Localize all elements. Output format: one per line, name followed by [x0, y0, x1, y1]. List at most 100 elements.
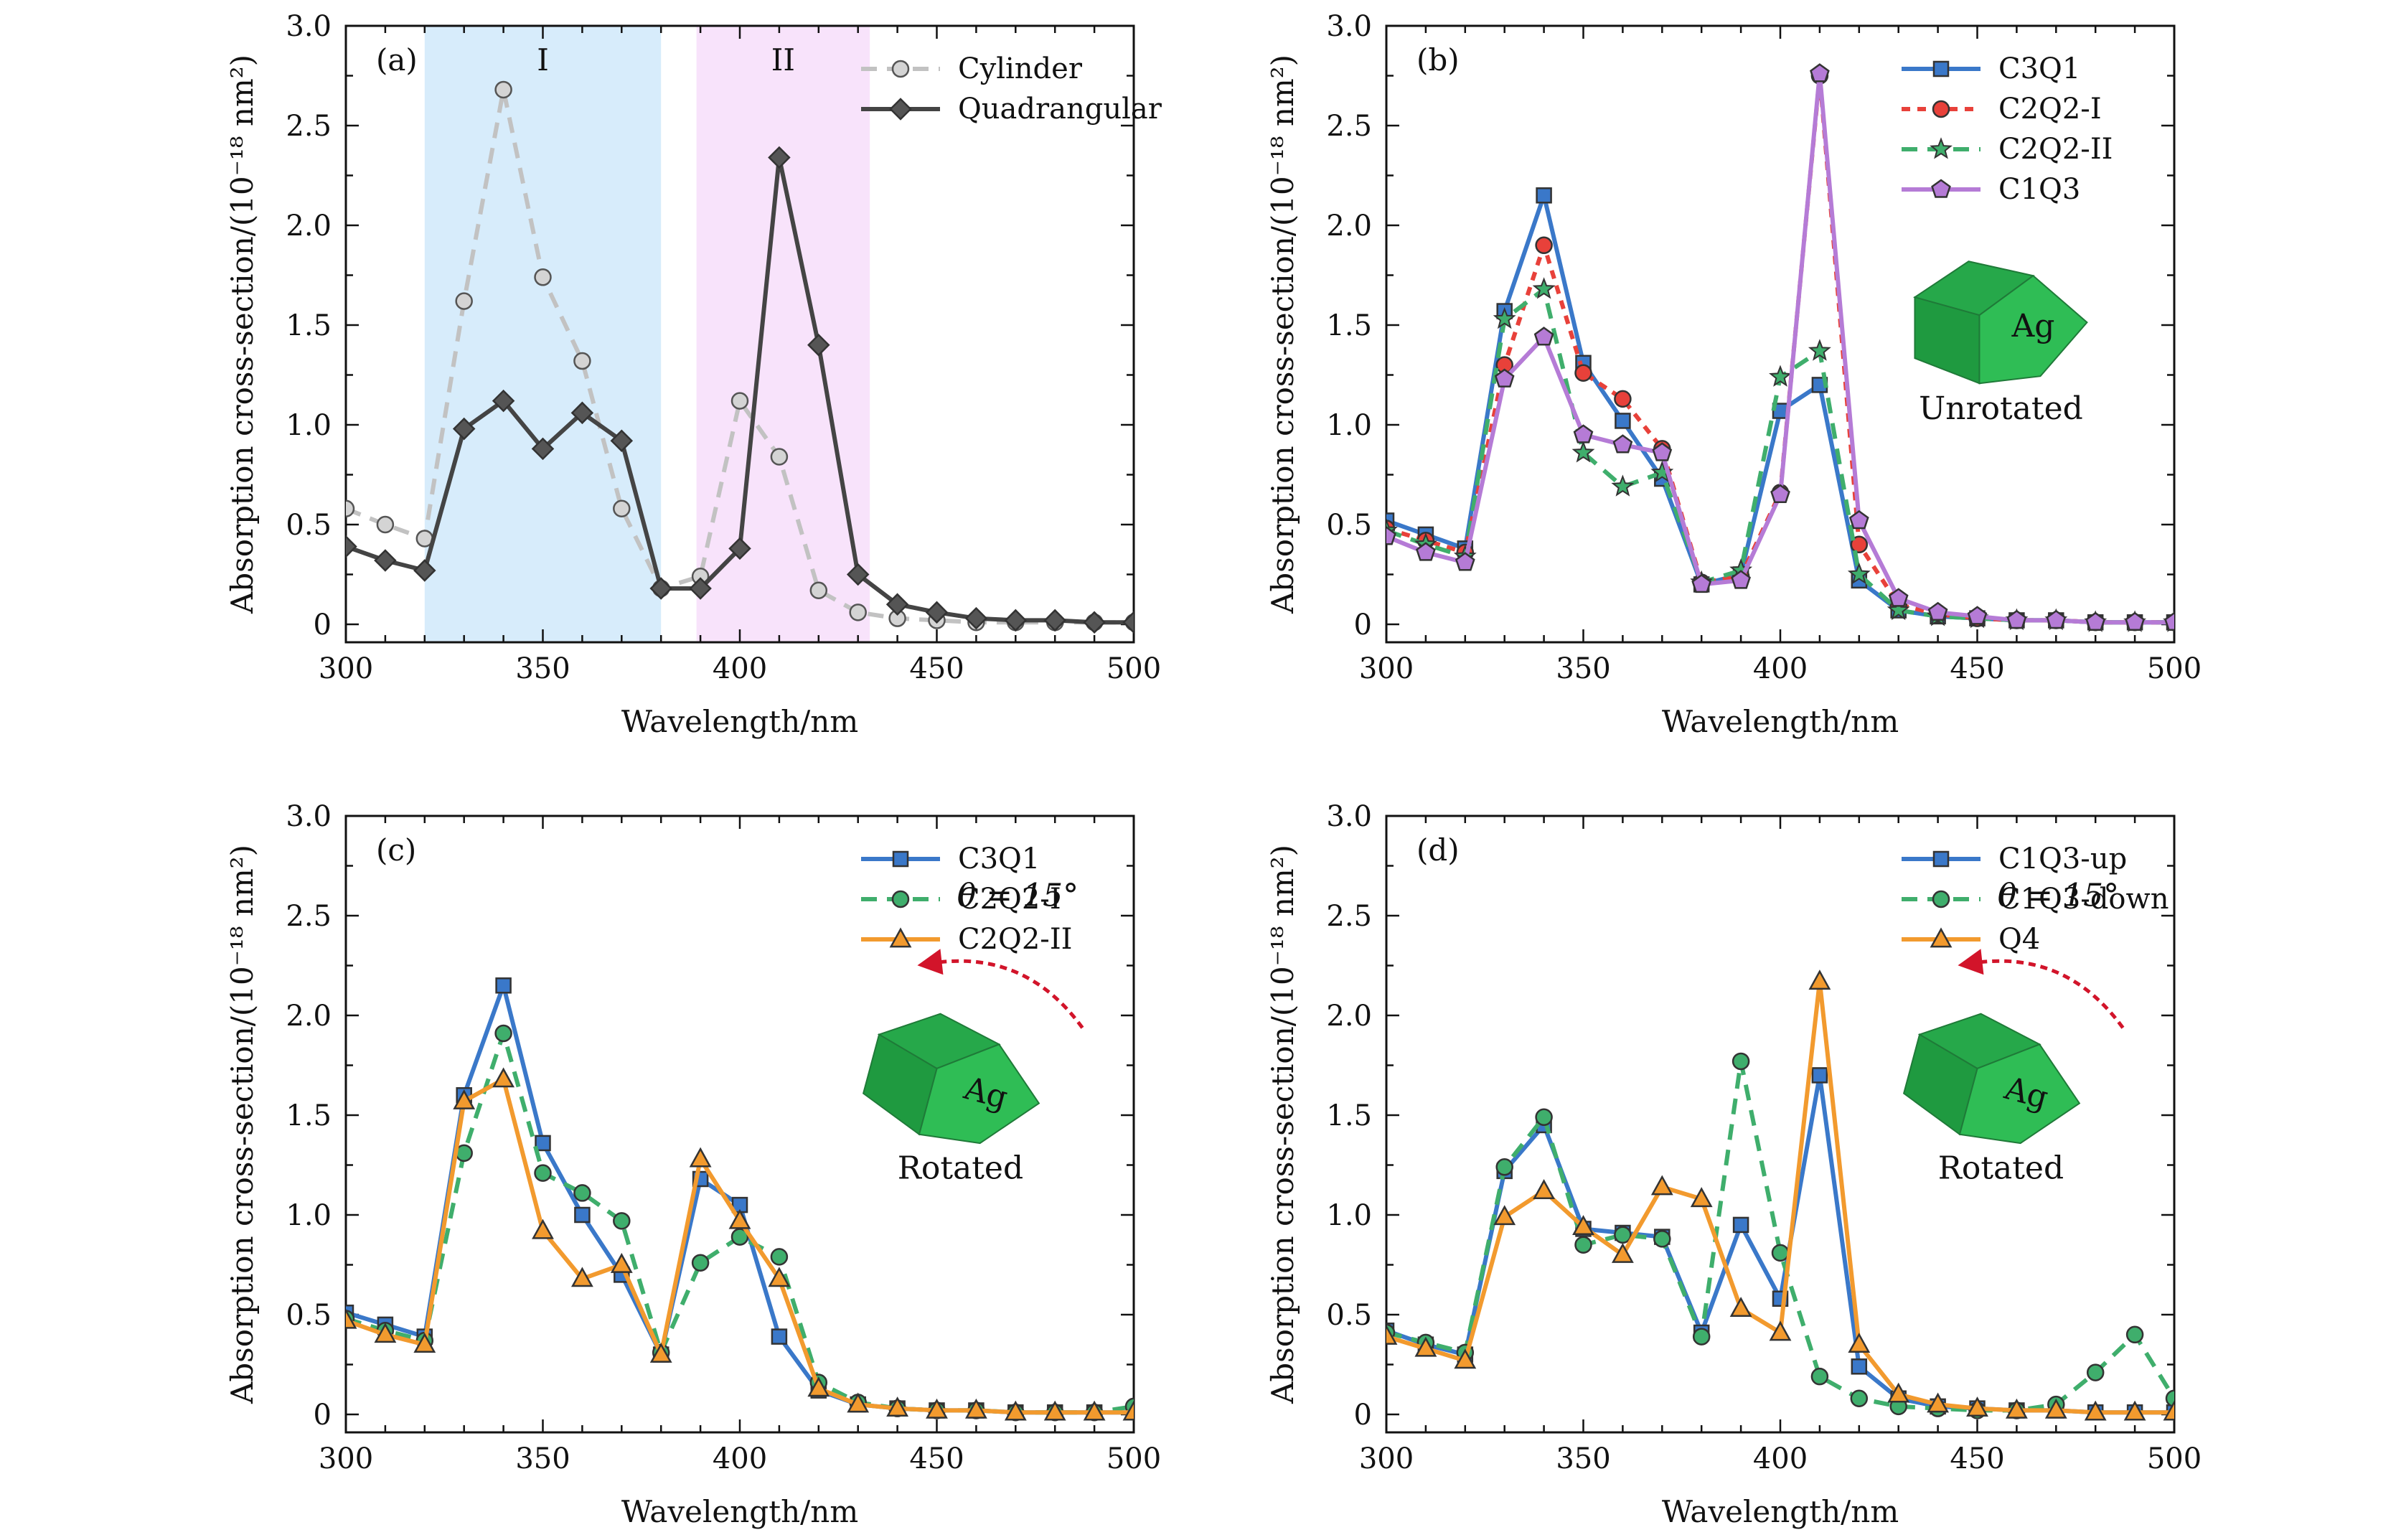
data-point	[770, 448, 789, 466]
data-point	[849, 604, 867, 621]
data-point	[925, 601, 949, 624]
data-point	[2164, 611, 2174, 631]
data-point	[1850, 535, 1869, 554]
data-point	[1731, 570, 1751, 589]
data-point	[768, 1267, 791, 1287]
data-point	[1386, 526, 1396, 545]
series-layer	[346, 80, 1134, 634]
rotation-arrow-head	[1958, 949, 1984, 975]
data-point	[1386, 1324, 1398, 1345]
data-point	[1692, 1328, 1711, 1346]
legend: C3Q1 C2Q2-I C2Q2-II	[861, 842, 1072, 956]
data-point	[1043, 609, 1066, 632]
data-point	[610, 429, 634, 453]
data-point	[1532, 277, 1556, 299]
data-point	[1690, 1187, 1713, 1208]
legend: C1Q3-up C1Q3-down Q4	[1902, 842, 2169, 956]
data-point	[2006, 609, 2027, 629]
panel-label: (b)	[1416, 42, 1460, 78]
data-point	[453, 1089, 476, 1109]
data-point	[492, 1067, 515, 1088]
data-point	[1495, 1158, 1513, 1176]
legend-marker	[1932, 890, 1950, 908]
data-point	[1851, 1358, 1868, 1375]
data-point	[649, 1343, 672, 1363]
ag-cube-front-face	[1978, 274, 2088, 385]
y-tick-label: 1.0	[286, 1199, 332, 1232]
y-tick-label: 2.0	[286, 1000, 332, 1033]
data-point	[534, 268, 552, 286]
y-tick-label: 2.0	[1326, 1000, 1372, 1033]
data-point	[2125, 611, 2145, 631]
inset-label: Rotated	[898, 1150, 1023, 1186]
data-point	[1004, 1400, 1027, 1421]
data-point	[1848, 1333, 1871, 1353]
y-tick-label: 1.0	[1326, 409, 1372, 442]
ag-cube-front-face	[918, 1043, 1040, 1145]
inset-annotation: Ag Rotated θ = 15°	[1902, 877, 2125, 1186]
legend-label: C2Q2-II	[958, 923, 1072, 956]
y-tick-label: 3.0	[286, 800, 332, 833]
data-point	[1927, 1392, 1950, 1413]
data-point	[2046, 609, 2067, 629]
data-point	[574, 1206, 591, 1224]
data-point	[2085, 611, 2106, 631]
legend-label: C2Q2-II	[1998, 133, 2113, 166]
y-tick-label: 2.5	[286, 110, 332, 143]
data-point	[1653, 1230, 1671, 1248]
rotation-angle-label: θ = 15°	[957, 877, 1079, 914]
data-point	[1691, 573, 1712, 593]
x-tick-label: 400	[713, 1442, 767, 1475]
ag-cube-inset-2: Ag	[862, 1013, 1040, 1145]
y-tick-label: 3.0	[1326, 800, 1372, 833]
y-tick-label: 0	[1354, 609, 1372, 642]
region-label-1: I	[537, 42, 549, 78]
y-tick-label: 0	[1354, 1399, 1372, 1432]
data-point	[492, 389, 515, 413]
data-point	[1887, 1382, 1910, 1403]
legend: C3Q1 C2Q2-I C2Q2-II C1Q3	[1902, 52, 2113, 206]
data-point	[613, 499, 631, 518]
data-point	[2086, 1363, 2105, 1381]
legend-marker	[1932, 60, 1950, 78]
data-point	[1769, 365, 1792, 387]
data-point	[495, 977, 512, 994]
data-point	[573, 352, 591, 370]
series-layer	[1386, 969, 2174, 1421]
data-point	[1533, 327, 1554, 346]
data-point	[1493, 1205, 1516, 1226]
data-point	[374, 549, 397, 572]
rotation-arrow	[931, 959, 1084, 1029]
data-point	[413, 1333, 436, 1353]
data-point	[1611, 1243, 1634, 1263]
y-tick-label: 2.5	[1326, 900, 1372, 933]
y-tick-label: 3.0	[1326, 10, 1372, 43]
data-point	[649, 577, 672, 600]
region-label-2: II	[771, 42, 795, 78]
data-point	[807, 334, 830, 357]
data-point	[689, 1147, 712, 1168]
data-point	[689, 577, 712, 600]
x-tick-label: 350	[1556, 652, 1610, 685]
data-point	[846, 563, 870, 586]
data-point	[1574, 1236, 1592, 1254]
legend-label: Cylinder	[958, 52, 1083, 85]
data-point	[1732, 1216, 1749, 1234]
data-point	[847, 1392, 870, 1413]
data-point	[1769, 1320, 1792, 1341]
y-tick-label: 0.5	[286, 509, 332, 542]
y-tick-label: 1.5	[286, 309, 332, 342]
data-point	[2084, 1400, 2107, 1421]
data-point	[610, 1252, 633, 1273]
y-axis-title: Absorption cross-section/(10⁻¹⁸ nm²)	[225, 55, 260, 614]
data-point	[964, 1398, 987, 1419]
chart-panel-d: 300 350 400 450 500 0 0.5 1.0 1.5 2.0 2.5 3.0 Wavele…	[1265, 800, 2202, 1529]
legend-label: Quadrangular	[958, 93, 1162, 126]
x-tick-label: 500	[1106, 1442, 1161, 1475]
data-point	[1416, 542, 1436, 561]
data-point	[1414, 1336, 1437, 1357]
data-point	[1650, 1175, 1673, 1196]
data-point	[374, 1323, 397, 1343]
x-tick-label: 350	[1556, 1442, 1610, 1475]
